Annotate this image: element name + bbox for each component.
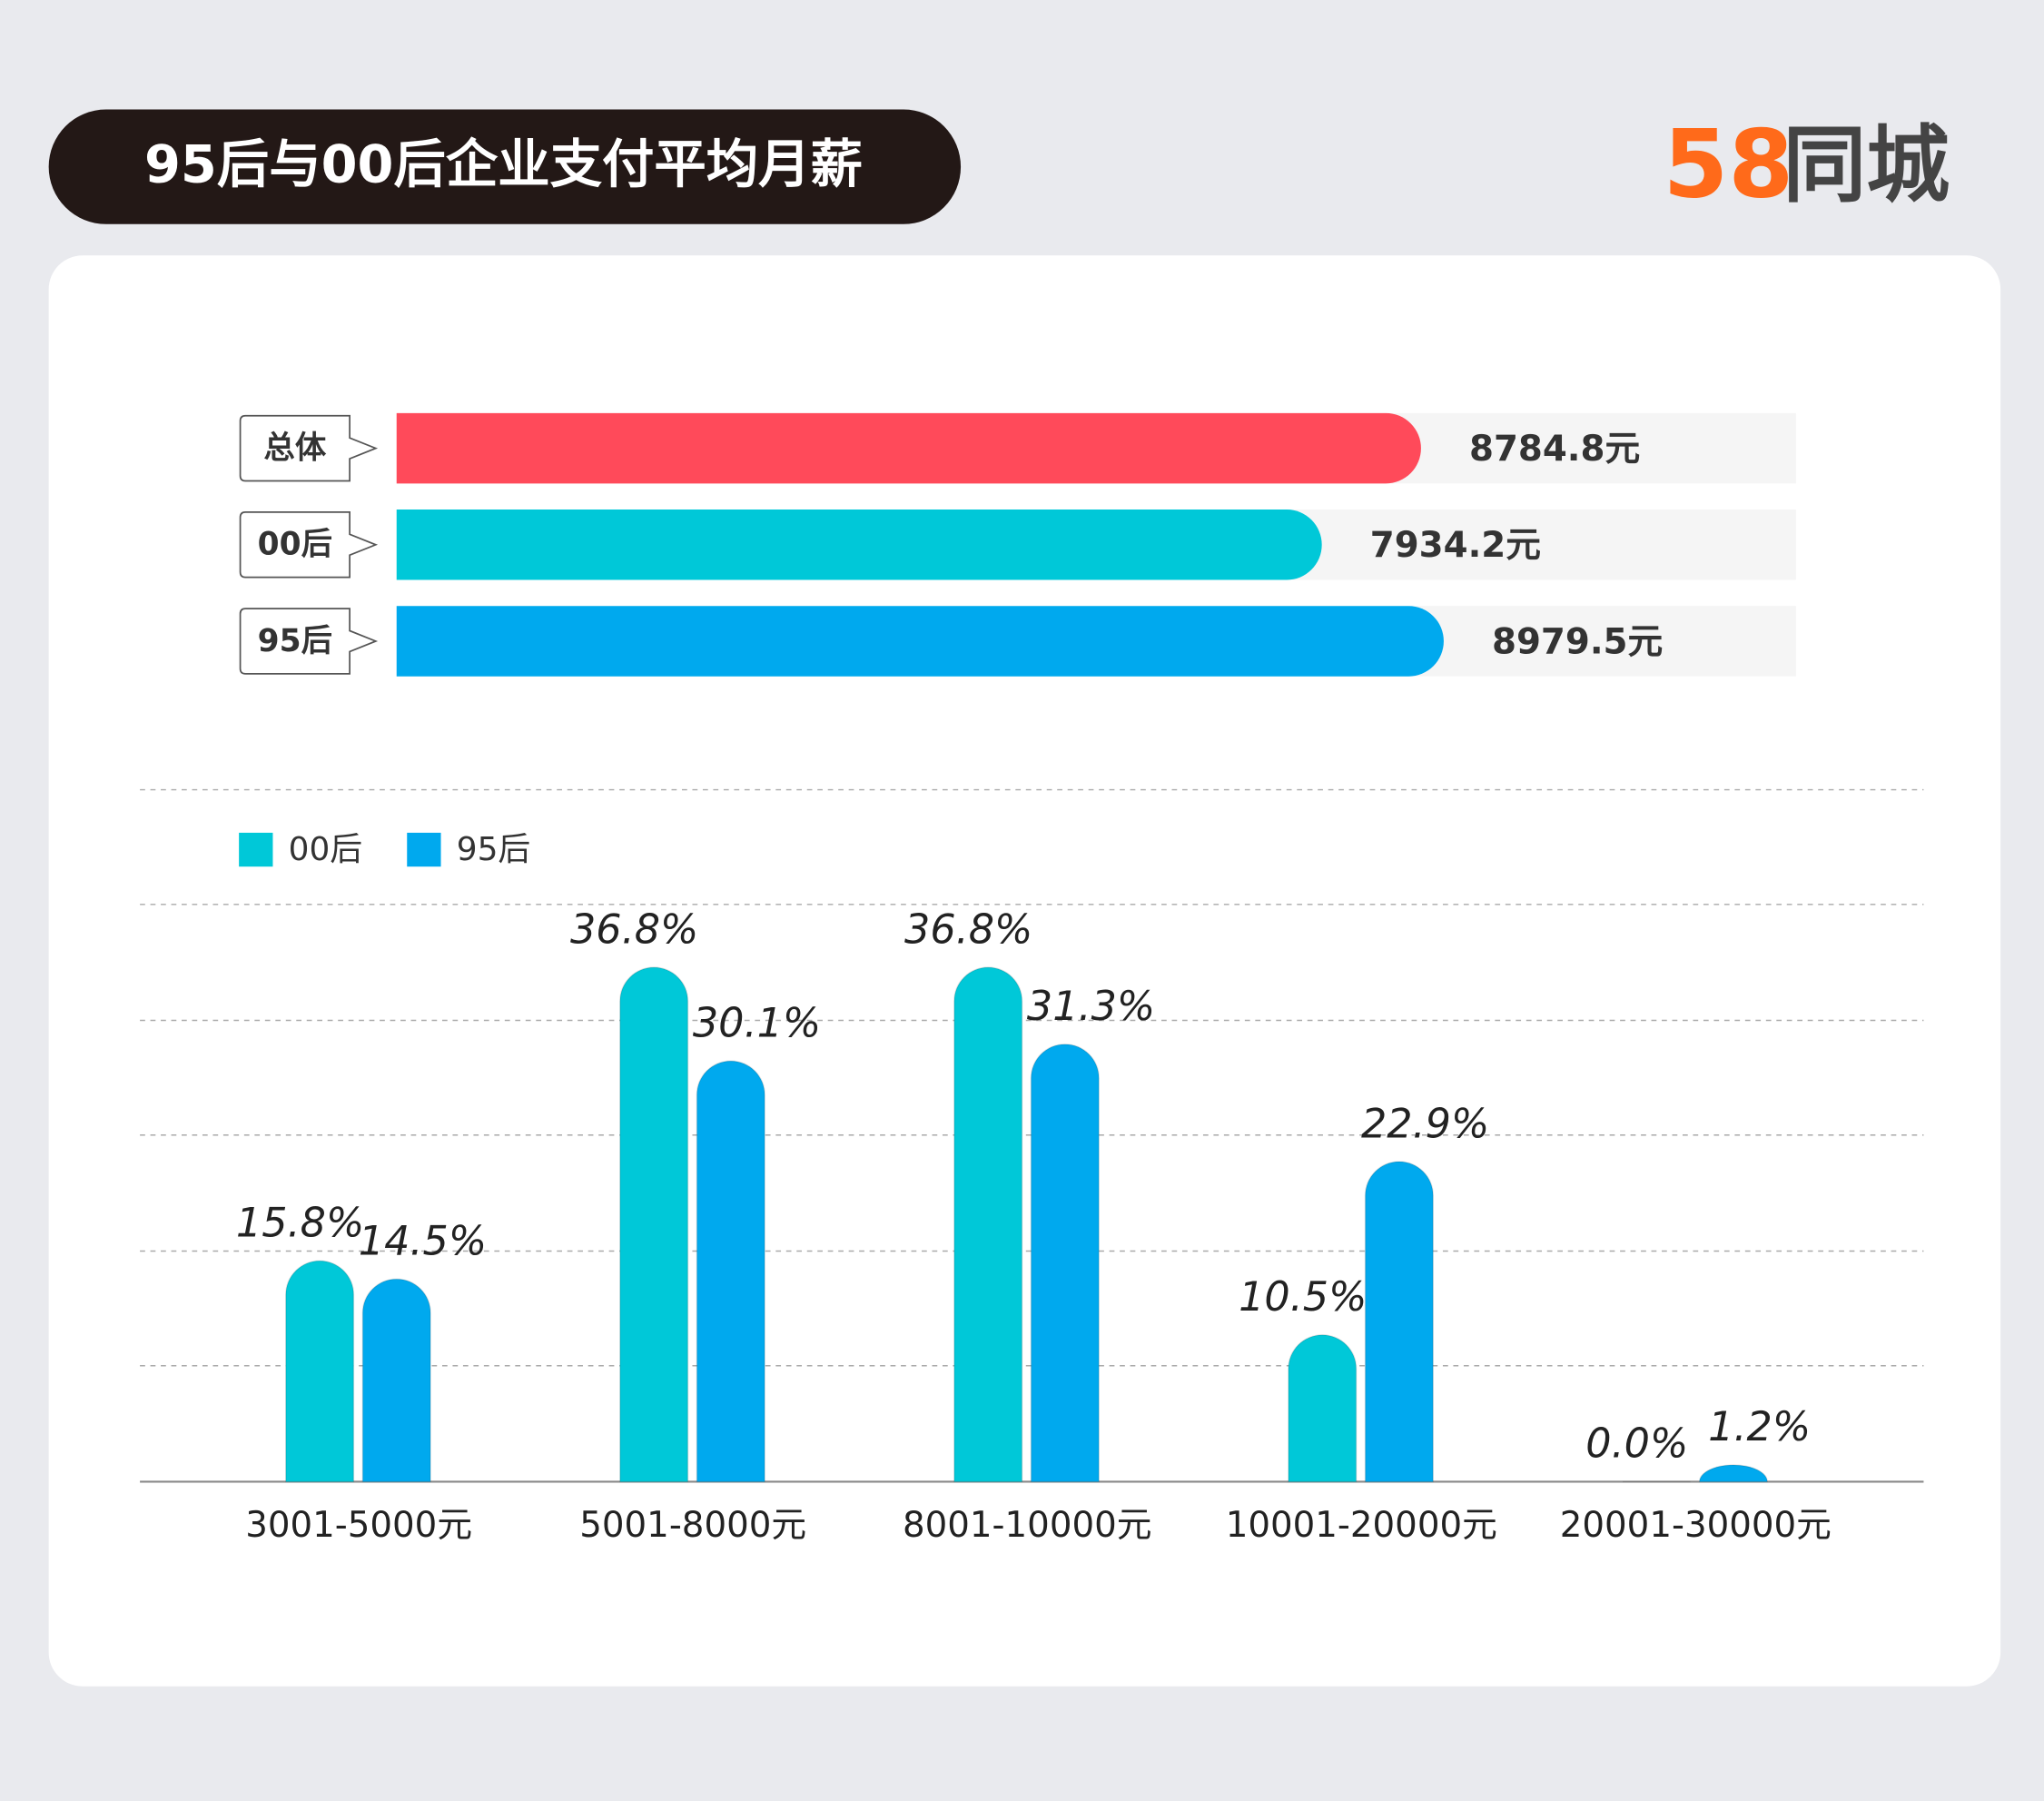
x-tick-label: 3001-5000元: [245, 1505, 472, 1546]
logo-mark: 58: [1663, 110, 1793, 219]
category-label: 95后: [258, 623, 332, 659]
value-label: 8784.8元: [1469, 429, 1640, 470]
value-label: 31.3%: [1027, 984, 1155, 1030]
legend-swatch: [407, 832, 441, 867]
x-tick-label: 10001-20000元: [1226, 1505, 1497, 1546]
legend-swatch: [239, 832, 273, 867]
value-label: 1.2%: [1708, 1404, 1811, 1450]
x-tick-label: 5001-8000元: [579, 1505, 806, 1546]
title-pill: [48, 109, 962, 224]
value-label: 22.9%: [1361, 1101, 1489, 1147]
bar: [361, 1278, 431, 1483]
bar: [396, 606, 1444, 677]
value-label: 14.5%: [359, 1219, 487, 1265]
label-box: [239, 608, 379, 675]
page-title: 95后与00后企业支付平均月薪: [144, 134, 863, 195]
value-label: 36.8%: [570, 906, 698, 953]
value-label: 10.5%: [1239, 1274, 1367, 1321]
legend-label: 95后: [457, 831, 531, 868]
value-label: 30.1%: [693, 1001, 821, 1047]
label-box: [239, 511, 379, 579]
bar: [619, 966, 689, 1483]
bar: [1030, 1044, 1100, 1483]
bar: [696, 1060, 765, 1483]
bar: [1364, 1161, 1434, 1483]
legend-label: 00后: [289, 831, 363, 868]
label-box: [239, 414, 379, 482]
bar: [396, 510, 1322, 580]
value-label: 15.8%: [236, 1201, 364, 1247]
category-label: 00后: [258, 527, 332, 563]
bar: [953, 966, 1023, 1483]
logo-name: 同城: [1782, 116, 1950, 213]
value-label: 7934.2元: [1370, 525, 1541, 566]
bar: [396, 412, 1421, 484]
value-label: 36.8%: [904, 906, 1032, 953]
bar: [285, 1260, 355, 1483]
value-label: 0.0%: [1585, 1421, 1688, 1468]
bar: [1288, 1334, 1358, 1483]
x-tick-label: 8001-10000元: [903, 1505, 1152, 1546]
category-label: 总体: [263, 430, 326, 467]
x-tick-label: 20001-30000元: [1560, 1505, 1832, 1546]
bar: [1698, 1464, 1768, 1483]
value-label: 8979.5元: [1492, 621, 1663, 662]
